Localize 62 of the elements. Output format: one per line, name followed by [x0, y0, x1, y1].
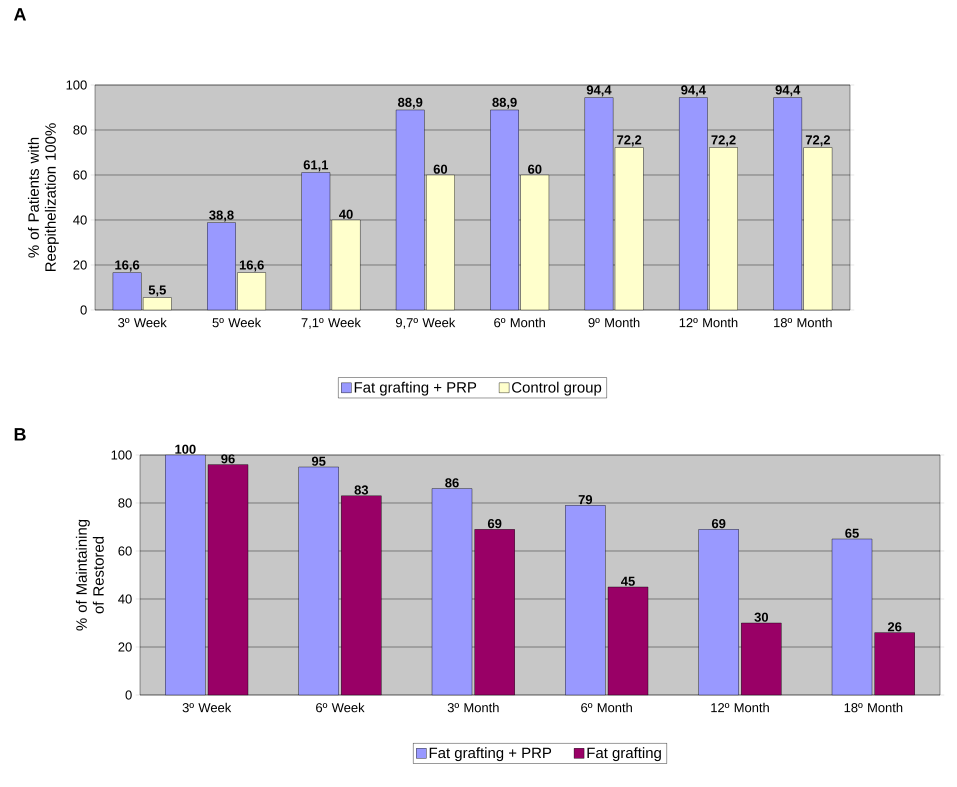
data-label: 88,9: [492, 98, 517, 109]
chart-title: B: [14, 428, 26, 440]
data-label: 88,9: [398, 98, 422, 109]
data-label: 83: [354, 485, 368, 495]
data-label: 60: [528, 164, 542, 174]
x-tick-label: 12º Month: [711, 702, 769, 712]
x-tick-label: 18º Month: [774, 318, 832, 328]
data-label: 30: [754, 612, 768, 622]
x-tick-label: 3º Week: [182, 702, 232, 712]
data-label: 61,1: [304, 160, 328, 172]
y-tick-label: 100: [112, 450, 132, 460]
y-axis-title: % of Patients with Reepithelization 100%: [28, 123, 59, 272]
y-tick-label: 0: [126, 690, 132, 700]
data-label: 69: [488, 519, 502, 528]
data-label: 26: [888, 622, 902, 632]
y-tick-label: 100: [66, 80, 87, 90]
y-tick-label: 60: [118, 546, 132, 556]
data-label: 16,6: [115, 260, 140, 272]
legend-label: Fat grafting + PRP: [430, 747, 552, 762]
y-tick-label: 80: [73, 125, 87, 135]
y-tick-label: 20: [118, 642, 132, 652]
data-label: 16,6: [240, 260, 264, 272]
data-label: 40: [339, 210, 353, 219]
data-label: 69: [712, 519, 726, 528]
x-tick-label: 6º Week: [316, 702, 365, 712]
data-label: 94,4: [681, 85, 706, 96]
legend-label: Control group: [512, 382, 602, 396]
data-label: 96: [221, 454, 235, 464]
y-tick-label: 40: [73, 215, 87, 225]
x-tick-label: 12º Month: [680, 318, 738, 328]
data-label: 72,2: [617, 135, 642, 146]
chart-title: A: [14, 8, 26, 20]
data-label: 38,8: [209, 210, 234, 222]
data-label: 94,4: [586, 85, 612, 96]
legend-label: Fat grafting + PRP: [354, 382, 476, 396]
x-tick-label: 3º Week: [118, 318, 167, 328]
data-label: 100: [175, 444, 196, 454]
legend-label: Fat grafting: [587, 747, 661, 762]
data-label: 86: [445, 478, 459, 488]
y-axis-title: % of Maintaining of Restored: [76, 520, 104, 631]
data-label: 65: [845, 528, 859, 538]
data-label: 79: [578, 495, 592, 504]
y-tick-label: 60: [73, 170, 87, 180]
data-label: 95: [312, 456, 326, 466]
x-tick-label: 6º Month: [581, 702, 632, 712]
data-label: 72,2: [712, 135, 736, 146]
x-tick-label: 9,7º Week: [396, 318, 456, 329]
data-label: 72,2: [806, 135, 830, 146]
y-tick-label: 0: [80, 305, 87, 315]
data-label: 60: [434, 164, 448, 174]
data-label: 45: [621, 576, 635, 586]
x-tick-label: 7,1º Week: [302, 318, 361, 329]
y-tick-label: 40: [118, 594, 132, 604]
data-label: 5,5: [148, 286, 166, 296]
x-tick-label: 18º Month: [844, 702, 902, 712]
x-tick-label: 5º Week: [212, 318, 262, 328]
x-tick-label: 6º Month: [494, 318, 545, 328]
y-tick-label: 80: [118, 498, 132, 508]
x-tick-label: 9º Month: [588, 318, 640, 328]
x-tick-label: 3º Month: [448, 702, 499, 712]
y-tick-label: 20: [73, 260, 87, 270]
data-label: 94,4: [776, 85, 800, 96]
